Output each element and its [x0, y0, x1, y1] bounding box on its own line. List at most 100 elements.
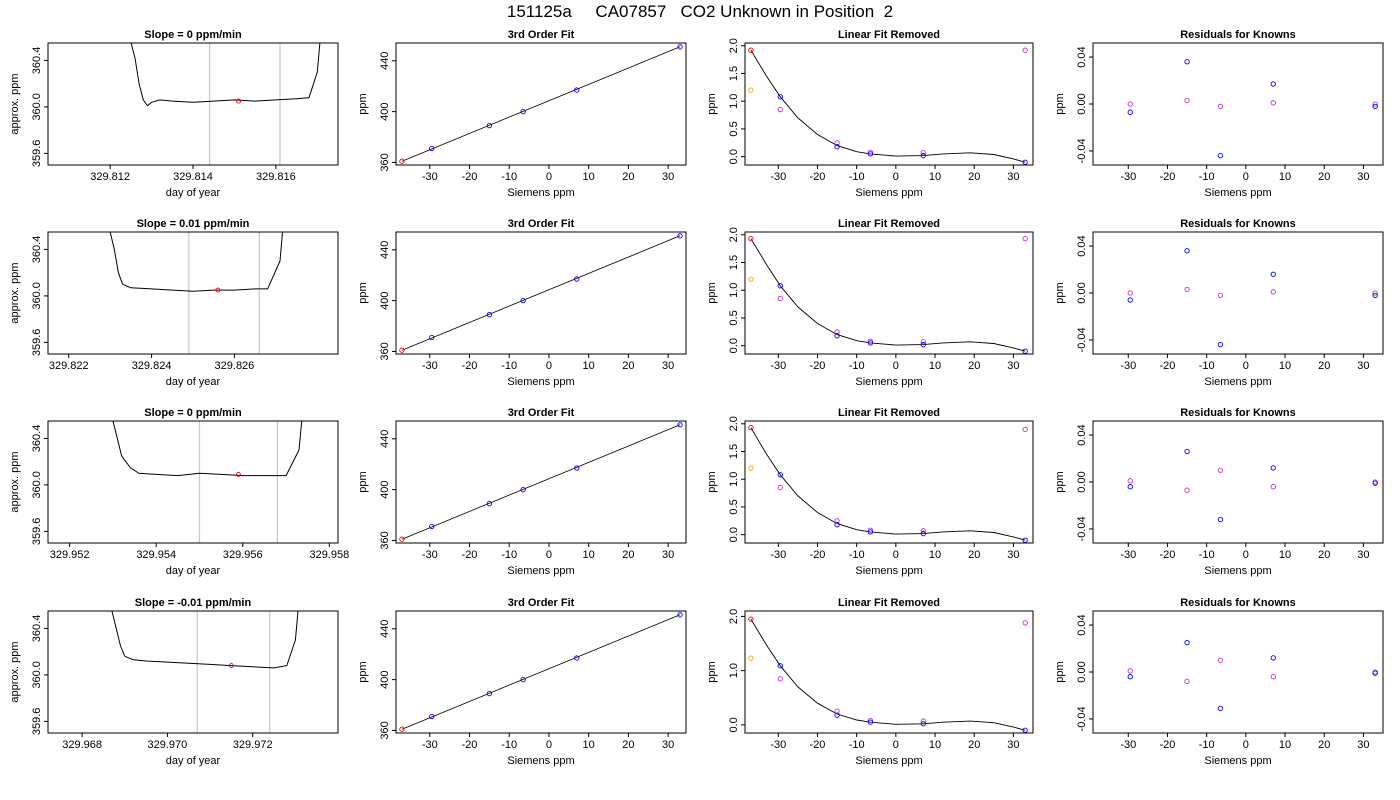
data-point	[486, 122, 493, 129]
data-point	[867, 527, 874, 533]
data-point	[486, 690, 493, 697]
data-point	[520, 108, 526, 115]
panel-title: Slope = 0 ppm/min	[144, 29, 242, 41]
data-point	[777, 676, 783, 682]
x-tick-label: -20	[1160, 360, 1176, 372]
data-point	[677, 44, 683, 50]
data-point	[748, 87, 754, 93]
data-point	[574, 87, 580, 93]
x-axis-label: day of year	[166, 755, 221, 767]
x-axis-label: Siemens ppm	[855, 565, 922, 577]
x-tick-label: -10	[501, 360, 517, 372]
data-point	[1372, 101, 1378, 107]
y-tick-label: 400	[379, 480, 391, 498]
series-line	[112, 421, 303, 477]
x-tick-label: 30	[1007, 360, 1019, 372]
x-tick-label: 20	[1318, 171, 1330, 183]
x-tick-label: -10	[501, 171, 517, 183]
data-point	[1217, 292, 1224, 298]
y-axis-label: ppm	[706, 661, 718, 682]
plot-frame	[1092, 420, 1384, 544]
y-axis-label: ppm	[357, 93, 369, 114]
data-point	[1022, 426, 1028, 432]
x-tick-label: -30	[770, 739, 786, 751]
data-point	[429, 523, 435, 530]
x-tick-label: -10	[1199, 171, 1215, 183]
data-point	[1217, 103, 1224, 109]
x-axis-label: Siemens ppm	[1204, 187, 1271, 199]
plot-area	[399, 44, 683, 164]
x-tick-label: 329.824	[132, 360, 172, 372]
x-tick-label: -30	[422, 739, 438, 751]
y-tick-label: 0.5	[728, 310, 740, 325]
plot-frame	[47, 610, 339, 734]
x-tick-label: 20	[622, 549, 634, 561]
x-tick-label: 10	[1279, 549, 1291, 561]
x-tick-label: 0	[893, 739, 899, 751]
x-tick-label: -30	[1120, 360, 1136, 372]
panel-title: Linear Fit Removed	[838, 29, 940, 41]
data-point	[1372, 103, 1378, 109]
fit-line	[401, 614, 681, 730]
x-tick-label: -20	[810, 360, 826, 372]
data-point	[920, 721, 926, 727]
data-marker	[215, 287, 221, 293]
data-point	[834, 518, 840, 524]
data-point	[399, 536, 405, 542]
panel-title: Slope = 0 ppm/min	[144, 407, 242, 419]
data-point	[777, 472, 783, 478]
y-tick-label: 1.5	[728, 255, 740, 270]
panel-r1c2: 3rd Order Fit -30 -20 -10 0 10 20 30 360 400 440 Si…	[357, 29, 687, 199]
x-tick-label: -10	[849, 739, 865, 751]
x-tick-label: 30	[1007, 739, 1019, 751]
x-tick-label: -20	[1160, 549, 1176, 561]
plot-frame	[1092, 610, 1384, 734]
y-axis-label: ppm	[357, 471, 369, 492]
panel-r1c4: Residuals for Knowns -30 -20 -10 0 10 20 30 -0.0…	[1054, 29, 1384, 199]
y-tick-label: -0.04	[1076, 327, 1088, 352]
panel-title: 3rd Order Fit	[508, 407, 575, 419]
y-tick-label: 0.04	[1076, 424, 1088, 445]
x-axis-label: Siemens ppm	[507, 376, 574, 388]
x-tick-label: 329.958	[309, 549, 349, 561]
fit-line	[401, 235, 681, 351]
x-tick-label: 0	[546, 360, 552, 372]
data-point	[777, 94, 783, 100]
panel-title: Residuals for Knowns	[1180, 29, 1296, 41]
data-point	[834, 329, 840, 335]
plot-area	[399, 233, 683, 353]
x-axis-label: Siemens ppm	[855, 376, 922, 388]
data-point	[748, 465, 754, 471]
data-point	[777, 663, 783, 669]
y-tick-label: 2.0	[728, 416, 740, 431]
y-tick-label: 0.00	[1076, 93, 1088, 114]
x-tick-label: 10	[583, 739, 595, 751]
y-tick-label: 0.5	[728, 499, 740, 514]
x-tick-label: 10	[1279, 739, 1291, 751]
fit-line	[401, 424, 681, 540]
y-tick-label: 440	[379, 430, 391, 448]
x-axis-label: Siemens ppm	[507, 565, 574, 577]
plot-area	[748, 236, 1028, 354]
data-point	[1127, 478, 1133, 484]
data-point	[429, 713, 435, 720]
x-tick-label: 20	[622, 739, 634, 751]
x-tick-label: -30	[770, 360, 786, 372]
y-tick-label: 360.4	[31, 236, 43, 264]
data-point	[574, 465, 580, 471]
series-line	[130, 43, 321, 107]
x-tick-label: -10	[849, 360, 865, 372]
x-tick-label: 329.816	[256, 171, 296, 183]
plot-area	[111, 611, 299, 733]
fit-curve	[750, 49, 1026, 163]
plot-frame	[1092, 42, 1384, 166]
x-tick-label: 0	[893, 171, 899, 183]
x-tick-label: 20	[622, 360, 634, 372]
y-axis-label: ppm	[706, 282, 718, 303]
data-point	[1184, 286, 1190, 293]
x-tick-label: 30	[1007, 549, 1019, 561]
data-point	[1184, 59, 1190, 65]
y-tick-label: 1.5	[728, 444, 740, 459]
x-tick-label: 20	[1318, 549, 1330, 561]
